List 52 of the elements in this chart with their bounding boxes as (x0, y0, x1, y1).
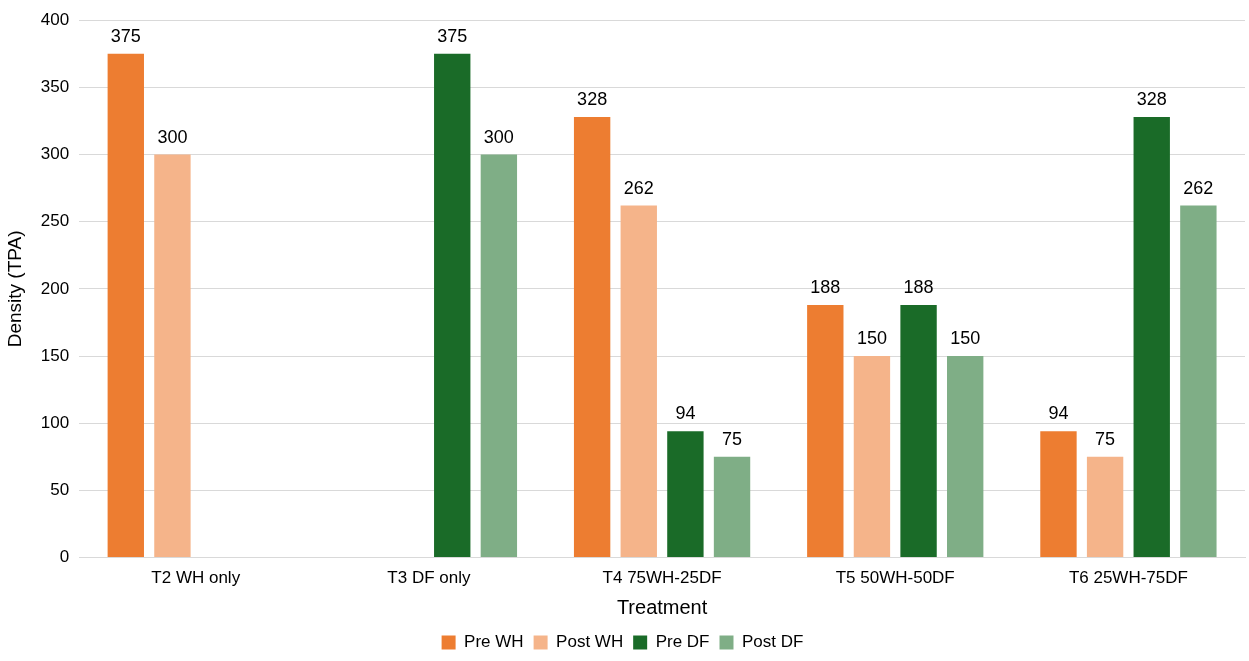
data-label: 75 (1095, 428, 1116, 449)
data-label: 150 (856, 328, 887, 349)
data-label: 262 (623, 177, 654, 198)
y-tick-label: 0 (59, 547, 70, 567)
bar (853, 356, 891, 558)
bar (947, 356, 984, 558)
data-label: 94 (675, 403, 696, 424)
bar (154, 154, 191, 558)
bar (713, 456, 751, 558)
data-label: 150 (950, 328, 981, 349)
y-tick-label: 300 (40, 144, 70, 164)
bar (1086, 456, 1124, 558)
bar (807, 305, 844, 558)
bar (480, 154, 518, 558)
data-label: 328 (1136, 88, 1167, 109)
x-tick-label: T4 75WH-25DF (602, 568, 722, 588)
y-tick-label: 400 (40, 9, 70, 29)
bar (900, 305, 937, 558)
data-label: 300 (483, 126, 514, 147)
bar (1040, 431, 1077, 558)
y-axis-title: Density (TPA) (3, 230, 25, 348)
bar (573, 116, 611, 558)
bar (107, 53, 144, 558)
data-label: 300 (157, 126, 188, 147)
bar (1180, 205, 1217, 558)
x-tick-label: T6 25WH-75DF (1068, 568, 1188, 588)
legend-label: Post DF (742, 632, 804, 652)
x-tick-label: T3 DF only (387, 568, 471, 588)
legend-label: Post WH (556, 632, 624, 652)
data-label: 262 (1183, 177, 1214, 198)
legend-label: Pre DF (655, 632, 710, 652)
bar (620, 205, 657, 558)
y-tick-label: 350 (40, 77, 70, 97)
y-tick-label: 200 (40, 278, 70, 298)
data-label: 94 (1048, 403, 1069, 424)
bar (1133, 116, 1170, 558)
data-label: 375 (110, 25, 141, 46)
data-label: 188 (903, 276, 934, 297)
y-tick-label: 50 (50, 480, 70, 500)
data-label: 328 (577, 88, 608, 109)
bar (667, 431, 704, 558)
y-tick-label: 250 (40, 211, 70, 231)
bar (434, 53, 471, 558)
x-axis-title: Treatment (616, 595, 708, 618)
data-label: 375 (437, 25, 468, 46)
y-tick-label: 150 (40, 345, 70, 365)
data-label: 188 (810, 276, 841, 297)
x-tick-label: T5 50WH-50DF (835, 568, 955, 588)
y-tick-label: 100 (40, 412, 70, 432)
legend-label: Pre WH (464, 632, 524, 652)
x-tick-label: T2 WH only (151, 568, 241, 588)
data-label: 75 (722, 428, 743, 449)
